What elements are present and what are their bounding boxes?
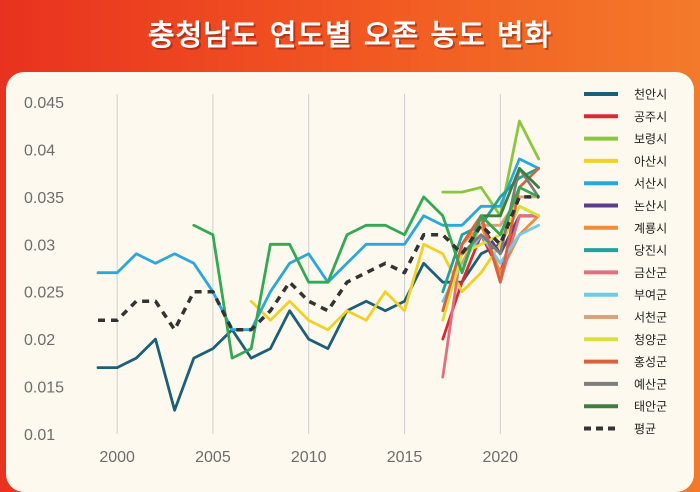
grid-lines (116, 94, 501, 434)
x-tick-label: 2015 (387, 449, 423, 466)
series-line-보령시 (441, 119, 540, 218)
legend-label: 천안시 (634, 87, 667, 102)
legend-label: 평균 (634, 422, 656, 436)
legend-item: 당진시 (584, 244, 667, 258)
legend-label: 보령시 (634, 132, 667, 146)
legend: 천안시공주시보령시아산시서산시논산시계룡시당진시금산군부여군서천군청양군홍성군예… (584, 87, 667, 436)
y-tick-label: 0.035 (24, 190, 64, 207)
legend-label: 아산시 (634, 154, 667, 168)
series-line-서산시 (96, 157, 540, 332)
legend-item: 태안군 (584, 400, 667, 414)
legend-label: 논산시 (634, 199, 667, 213)
legend-label: 공주시 (634, 110, 667, 124)
legend-item: 공주시 (584, 110, 667, 124)
legend-item: 평균 (584, 422, 656, 436)
legend-label: 당진시 (634, 244, 667, 258)
y-tick-label: 0.01 (24, 427, 55, 444)
legend-item: 예산군 (584, 377, 667, 391)
x-tick-label: 2005 (195, 449, 231, 466)
y-tick-label: 0.015 (24, 380, 64, 397)
y-tick-label: 0.045 (24, 95, 64, 112)
series-line-홍성군 (441, 167, 540, 313)
y-tick-label: 0.04 (24, 142, 55, 159)
legend-item: 논산시 (584, 199, 667, 213)
legend-label: 서천군 (634, 310, 667, 325)
y-tick-label: 0.02 (24, 332, 55, 349)
series-line-보령시_green2 (192, 186, 540, 360)
legend-label: 청양군 (634, 333, 667, 347)
chart-title: 충청남도 연도별 오존 농도 변화 (147, 18, 553, 52)
legend-label: 예산군 (634, 377, 667, 391)
legend-item: 청양군 (584, 333, 667, 347)
legend-item: 부여군 (584, 288, 667, 302)
series-line-평균 (98, 195, 539, 332)
y-tick-label: 0.025 (24, 285, 64, 302)
legend-item: 금산군 (584, 266, 667, 280)
series-line-아산시 (249, 204, 540, 332)
legend-item: 아산시 (584, 154, 667, 168)
x-axis-ticks: 2000 2005 2010 2015 2020 (99, 449, 518, 466)
x-tick-label: 2010 (291, 449, 327, 466)
series-lines (96, 119, 540, 412)
legend-item: 서산시 (584, 177, 667, 191)
x-tick-label: 2020 (482, 449, 518, 466)
legend-label: 태안군 (634, 400, 667, 414)
legend-label: 부여군 (634, 288, 667, 302)
legend-label: 홍성군 (634, 355, 667, 369)
legend-label: 금산군 (634, 266, 667, 280)
legend-label: 서산시 (634, 177, 667, 191)
y-tick-label: 0.03 (24, 237, 55, 254)
legend-item: 홍성군 (584, 355, 667, 369)
series-line-예산군 (460, 167, 540, 256)
legend-item: 천안시 (584, 87, 667, 102)
legend-item: 계룡시 (584, 221, 667, 235)
legend-item: 보령시 (584, 132, 667, 146)
series-line-당진시 (441, 167, 540, 294)
y-axis-ticks: 0.01 0.015 0.02 0.025 0.03 0.035 0.04 0.045 (24, 95, 64, 444)
x-tick-label: 2000 (99, 449, 135, 466)
legend-label: 계룡시 (634, 221, 667, 235)
legend-item: 서천군 (584, 310, 667, 325)
